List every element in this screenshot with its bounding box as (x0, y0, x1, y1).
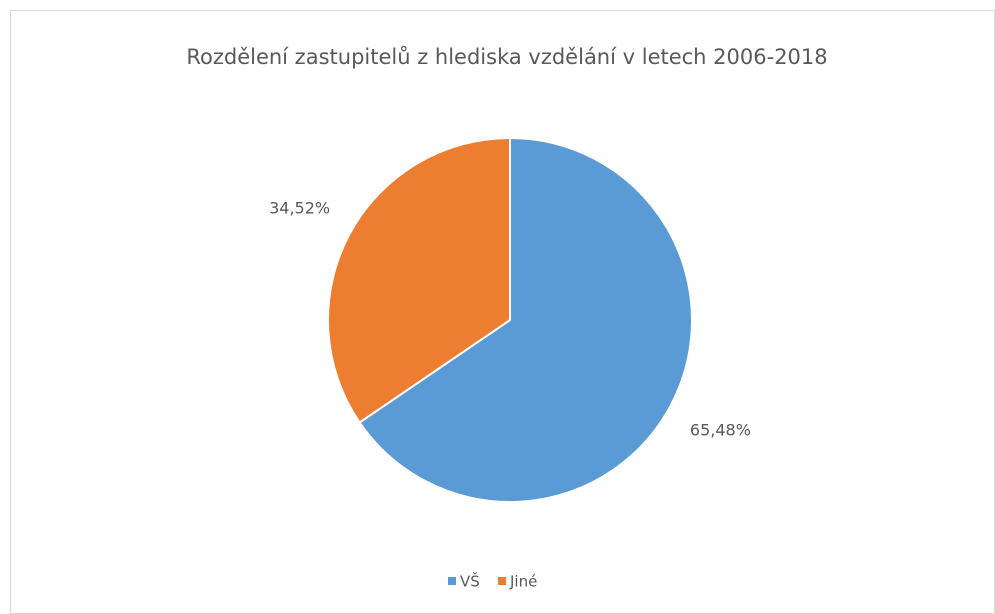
legend-swatch (498, 577, 506, 585)
pie-slice (358, 136, 693, 503)
pie-slice (327, 136, 511, 424)
legend-label: VŠ (460, 572, 480, 591)
chart-title: Rozdělení zastupitelů z hlediska vzdělán… (186, 45, 827, 69)
data-label: 34,52% (269, 198, 330, 217)
legend-swatch (448, 577, 456, 585)
legend-label: Jiné (509, 573, 537, 591)
data-label: 65,48% (690, 421, 751, 440)
